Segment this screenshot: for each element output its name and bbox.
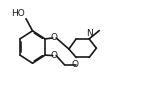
Text: N: N <box>86 28 93 38</box>
Text: O: O <box>72 60 79 69</box>
Text: HO: HO <box>11 9 25 18</box>
Text: O: O <box>51 51 58 60</box>
Text: O: O <box>51 33 58 42</box>
